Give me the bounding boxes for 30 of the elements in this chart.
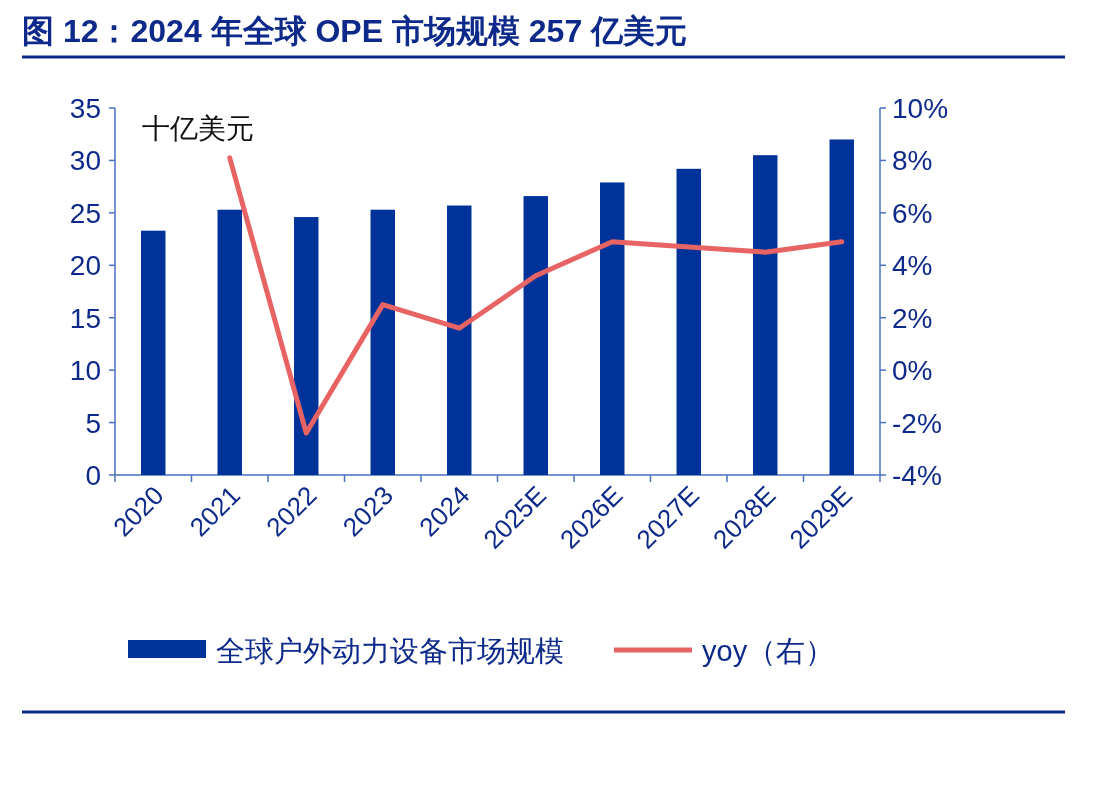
bar [676, 168, 701, 475]
y-tick-label: 15 [69, 302, 101, 334]
y-tick-label: 5 [85, 407, 101, 439]
bar [294, 217, 319, 475]
y2-tick-label: 8% [892, 145, 933, 177]
y-tick-label: 35 [69, 93, 101, 124]
y-axis-title: 十亿美元 [142, 113, 254, 144]
y-tick-label: 20 [69, 250, 101, 282]
bar [753, 155, 778, 475]
chart-title: 图 12：2024 年全球 OPE 市场规模 257 亿美元 [22, 13, 688, 49]
y2-tick-label: 6% [892, 197, 933, 229]
y2-tick-label: 10% [892, 93, 949, 124]
y-tick-label: 0 [85, 460, 101, 491]
bar [141, 230, 166, 475]
y-tick-label: 25 [69, 197, 101, 229]
legend-label: 全球户外动力设备市场规模 [216, 635, 564, 667]
bar [829, 139, 854, 475]
y2-tick-label: -2% [892, 407, 942, 439]
bar [447, 205, 472, 475]
y2-tick-label: -4% [892, 460, 942, 491]
y-tick-label: 10 [69, 355, 101, 387]
bar [370, 209, 395, 475]
y2-tick-label: 0% [892, 355, 933, 387]
legend-label: yoy（右） [702, 635, 835, 667]
y2-tick-label: 2% [892, 302, 933, 334]
bar [217, 209, 242, 475]
bar [523, 196, 548, 475]
bar [600, 182, 625, 475]
y-tick-label: 30 [69, 145, 101, 177]
y2-tick-label: 4% [892, 250, 933, 282]
